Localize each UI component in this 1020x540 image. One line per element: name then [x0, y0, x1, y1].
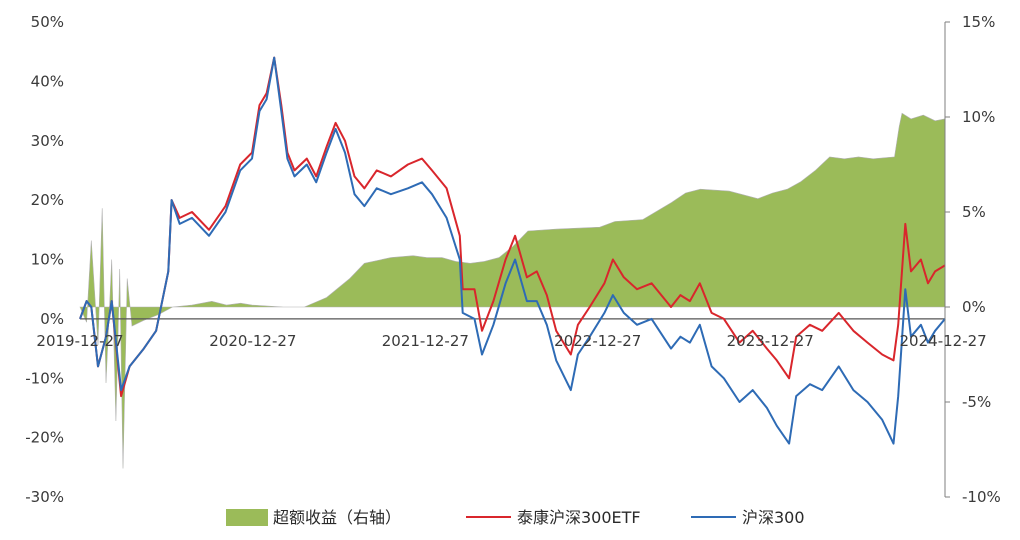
left-y-tick-label: -10% [25, 369, 64, 387]
left-y-tick-label: 30% [31, 132, 64, 150]
x-tick-label: 2019-12-27 [36, 332, 123, 350]
legend: 超额收益（右轴） 泰康沪深300ETF 沪深300 [226, 508, 805, 527]
series-area-excess [79, 112, 946, 469]
right-y-tick-label: 10% [962, 108, 995, 126]
left-y-tick-label: 10% [31, 251, 64, 269]
left-y-tick-label: 40% [31, 72, 64, 90]
excess-area-layer [79, 112, 946, 469]
left-y-tick-label: 0% [40, 310, 64, 328]
x-tick-label: 2022-12-27 [554, 332, 641, 350]
legend-label-etf: 泰康沪深300ETF [517, 508, 641, 527]
left-y-tick-label: -20% [25, 429, 64, 447]
right-y-tick-label: 0% [962, 298, 986, 316]
legend-label-excess: 超额收益（右轴） [273, 508, 401, 527]
x-tick-label: 2023-12-27 [727, 332, 814, 350]
legend-item-excess: 超额收益（右轴） [226, 508, 401, 527]
legend-item-etf: 泰康沪深300ETF [466, 508, 641, 527]
legend-item-index: 沪深300 [691, 508, 805, 527]
legend-swatch-excess [226, 509, 268, 526]
series-lines-layer [79, 56, 946, 445]
legend-label-index: 沪深300 [742, 508, 805, 527]
right-y-tick-label: -10% [962, 488, 1001, 506]
x-tick-label: 2020-12-27 [209, 332, 296, 350]
left-y-tick-label: 50% [31, 13, 64, 31]
x-tick-label: 2024-12-27 [900, 332, 987, 350]
left-y-tick-label: -30% [25, 488, 64, 506]
right-y-tick-label: 15% [962, 13, 995, 31]
right-y-tick-label: 5% [962, 203, 986, 221]
x-tick-label: 2021-12-27 [382, 332, 469, 350]
series-line-index [79, 56, 946, 445]
left-y-tick-label: 20% [31, 191, 64, 209]
axes-layer: 50% 40% 30% 20% 10% 0% -10% -20% -30% 15% 10% 5% 0% -… [25, 13, 1001, 506]
right-y-tick-label: -5% [962, 393, 991, 411]
series-line-etf [79, 56, 946, 398]
